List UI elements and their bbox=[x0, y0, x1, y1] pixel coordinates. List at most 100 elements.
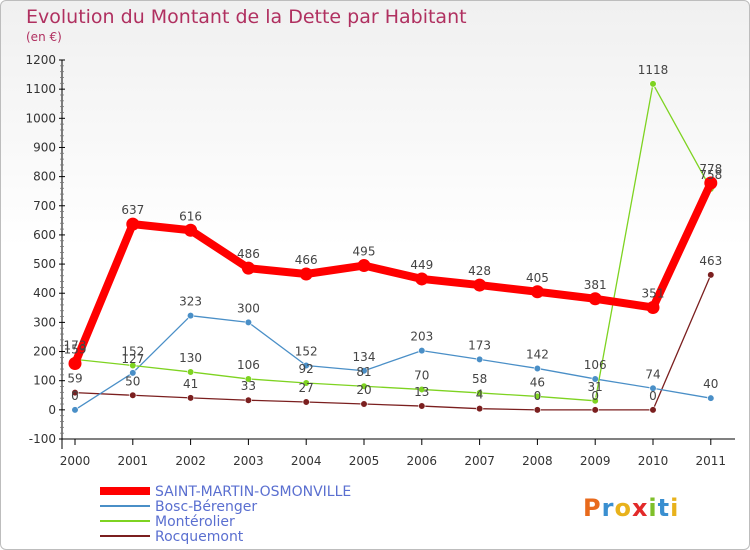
legend-label: Bosc-Bérenger bbox=[155, 499, 257, 515]
data-label: 142 bbox=[526, 347, 549, 361]
data-label: 13 bbox=[414, 385, 429, 399]
data-point bbox=[591, 406, 599, 414]
data-point bbox=[129, 369, 137, 377]
data-label: 106 bbox=[584, 358, 607, 372]
data-point bbox=[418, 347, 426, 355]
legend-label: SAINT-MARTIN-OSMONVILLE bbox=[155, 484, 351, 500]
data-label: 41 bbox=[183, 377, 198, 391]
data-point bbox=[649, 406, 657, 414]
proxiti-logo: Proxiti bbox=[583, 494, 679, 522]
data-label: 616 bbox=[179, 209, 202, 223]
data-label: 33 bbox=[241, 379, 256, 393]
data-point bbox=[184, 223, 198, 237]
data-label: 449 bbox=[410, 258, 433, 272]
data-point bbox=[418, 385, 426, 394]
data-label: 637 bbox=[121, 203, 144, 217]
series-line bbox=[74, 83, 712, 402]
y-tick-label: 800 bbox=[33, 170, 56, 184]
data-point bbox=[530, 285, 544, 299]
data-label: 27 bbox=[299, 381, 314, 395]
data-point bbox=[476, 355, 484, 364]
y-tick-label: 900 bbox=[33, 140, 56, 154]
series-2 bbox=[71, 80, 715, 405]
x-tick-label: 2000 bbox=[60, 454, 91, 468]
data-point bbox=[704, 176, 718, 190]
data-label: 81 bbox=[356, 365, 371, 379]
data-label: 173 bbox=[468, 338, 491, 352]
data-label: 0 bbox=[534, 389, 542, 403]
data-point bbox=[591, 375, 599, 383]
y-tick-label: 1100 bbox=[25, 82, 56, 96]
data-label: 0 bbox=[591, 389, 599, 403]
data-point bbox=[707, 271, 715, 279]
data-label: 70 bbox=[414, 368, 429, 382]
data-label: 20 bbox=[356, 383, 371, 397]
x-tick-label: 2003 bbox=[233, 454, 264, 468]
x-tick-label: 2007 bbox=[464, 454, 495, 468]
logo-text: Proxiti bbox=[583, 494, 679, 522]
data-label: 758 bbox=[699, 168, 722, 182]
data-point bbox=[187, 394, 195, 402]
data-point bbox=[71, 389, 79, 397]
chart-title: Evolution du Montant de la Dette par Hab… bbox=[26, 6, 467, 28]
data-label: 74 bbox=[645, 367, 660, 381]
data-label: 495 bbox=[353, 245, 376, 259]
data-label: 127 bbox=[121, 352, 144, 366]
data-point bbox=[588, 292, 602, 306]
data-label: 1118 bbox=[638, 63, 669, 77]
y-tick-label: 100 bbox=[33, 374, 56, 388]
legend-label: Rocquemont bbox=[155, 529, 244, 545]
data-point bbox=[415, 272, 429, 286]
data-label: 31 bbox=[588, 380, 603, 394]
series-line bbox=[74, 274, 712, 411]
legend-label: Montérolier bbox=[155, 514, 235, 530]
data-point bbox=[244, 318, 252, 326]
axes: -100010020030040050060070080090010001100… bbox=[25, 53, 735, 468]
x-tick-label: 2011 bbox=[696, 454, 727, 468]
x-tick-label: 2009 bbox=[580, 454, 611, 468]
data-point bbox=[187, 312, 195, 320]
data-point bbox=[360, 382, 368, 390]
data-point bbox=[360, 367, 368, 375]
y-tick-label: 700 bbox=[33, 199, 56, 213]
y-tick-label: -100 bbox=[29, 432, 56, 446]
data-point bbox=[126, 217, 140, 231]
data-point bbox=[302, 379, 310, 387]
data-point bbox=[302, 361, 310, 370]
data-point bbox=[360, 400, 368, 408]
y-tick-label: 0 bbox=[48, 403, 56, 417]
data-label: 50 bbox=[125, 374, 140, 388]
data-label: 381 bbox=[584, 278, 607, 292]
data-point bbox=[646, 301, 660, 315]
y-tick-label: 1000 bbox=[25, 111, 56, 125]
x-tick-label: 2001 bbox=[118, 454, 149, 468]
chart-subtitle: (en €) bbox=[26, 30, 62, 44]
x-tick-label: 2008 bbox=[522, 454, 553, 468]
data-point bbox=[476, 405, 484, 413]
y-tick-label: 200 bbox=[33, 345, 56, 359]
data-point bbox=[533, 392, 542, 401]
y-tick-label: 500 bbox=[33, 257, 56, 271]
data-point bbox=[299, 267, 313, 281]
data-point bbox=[241, 261, 255, 275]
data-label: 0 bbox=[649, 389, 657, 403]
series-layer bbox=[68, 80, 718, 414]
data-label: 152 bbox=[295, 345, 318, 359]
data-label: 106 bbox=[237, 358, 260, 372]
x-tick-label: 2010 bbox=[638, 454, 669, 468]
y-tick-label: 400 bbox=[33, 286, 56, 300]
data-point bbox=[418, 402, 426, 410]
data-point bbox=[244, 396, 252, 404]
series-0 bbox=[68, 176, 718, 370]
data-label: 46 bbox=[530, 375, 545, 389]
data-label: 405 bbox=[526, 271, 549, 285]
data-label: 130 bbox=[179, 351, 202, 365]
data-point bbox=[476, 389, 484, 397]
x-tick-label: 2004 bbox=[291, 454, 322, 468]
data-point bbox=[533, 364, 542, 373]
data-label: 92 bbox=[299, 362, 314, 376]
data-label: 152 bbox=[121, 345, 144, 359]
data-point bbox=[591, 397, 599, 405]
